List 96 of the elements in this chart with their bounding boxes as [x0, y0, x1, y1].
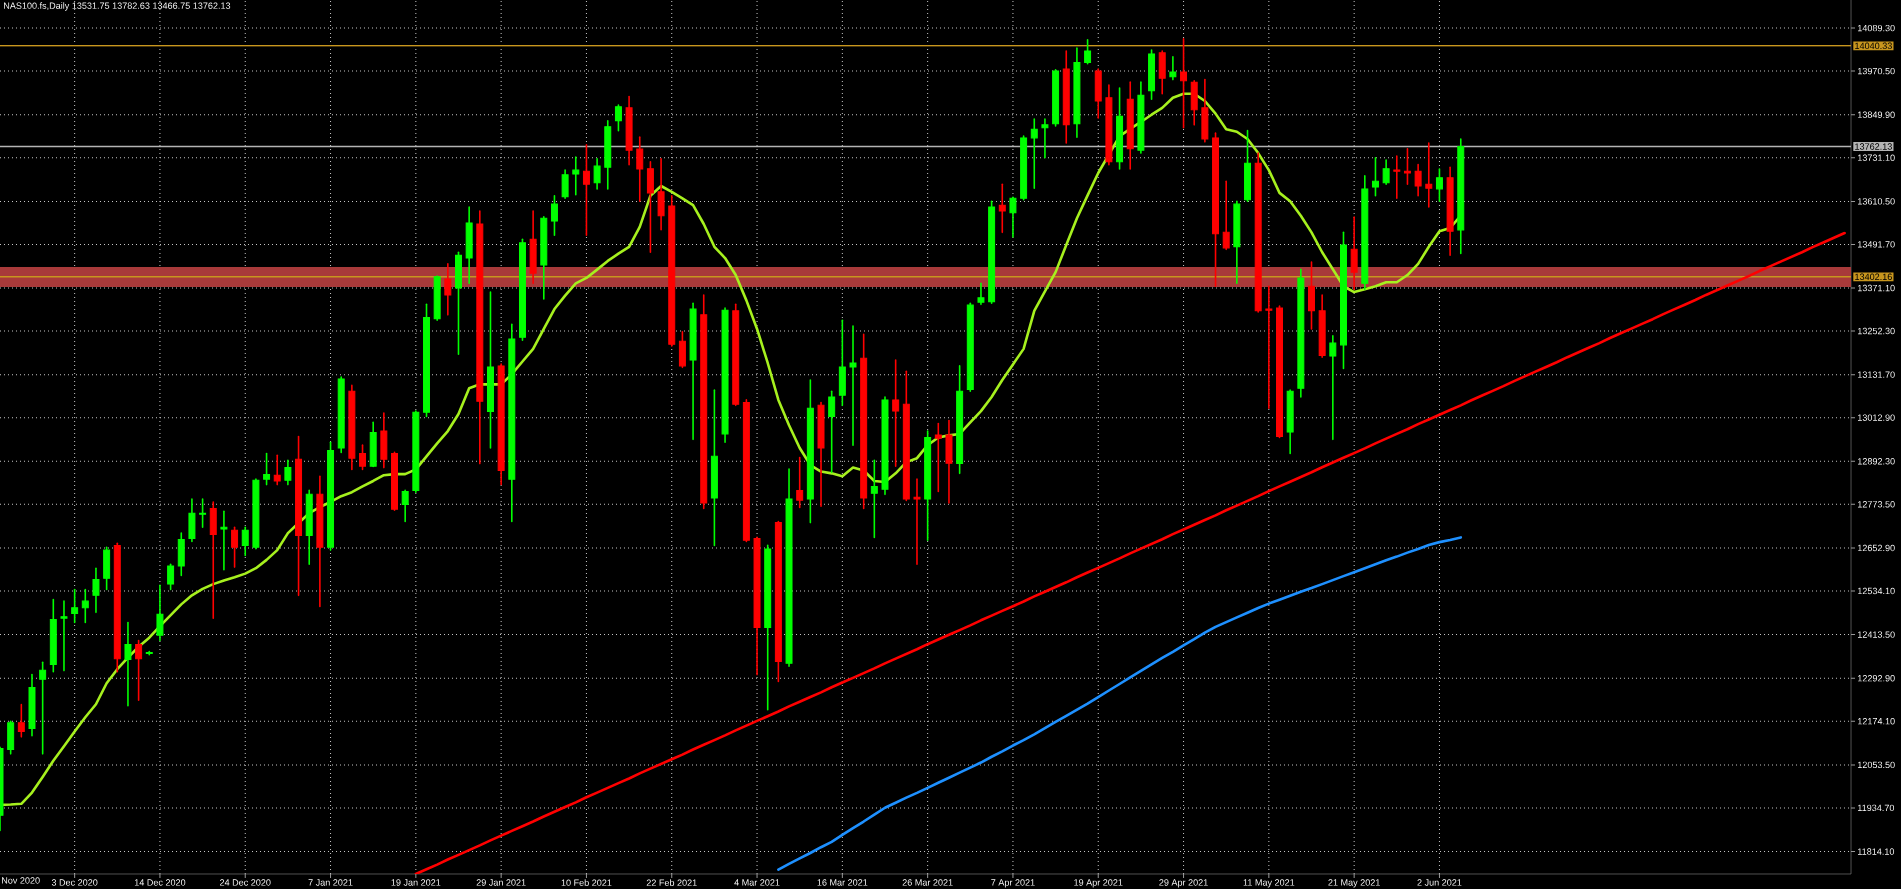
candlestick: [870, 459, 878, 539]
candlestick: [892, 359, 900, 467]
y-tick-label: 12413.50: [1857, 631, 1895, 638]
candlestick: [1329, 335, 1337, 441]
candlestick: [934, 422, 942, 493]
y-tick-label: 13731.10: [1857, 154, 1895, 161]
candlestick: [231, 526, 239, 568]
y-tick-label: 12892.30: [1857, 458, 1895, 465]
text: Nov 2020: [2, 877, 40, 884]
x-tick-label: 3 Dec 2020: [51, 879, 98, 886]
candlestick: [614, 104, 622, 132]
x-tick-label: 16 Mar 2021: [817, 879, 868, 886]
y-tick-label: 12053.50: [1857, 761, 1895, 769]
y-tick-label: 14089.30: [1857, 24, 1895, 32]
y-tick-label: 13849.90: [1857, 111, 1895, 118]
candlestick: [39, 661, 47, 755]
candlestick: [1222, 180, 1230, 251]
y-tick-label: 12292.90: [1857, 675, 1895, 682]
x-tick-label: 19 Jan 2021: [391, 879, 441, 886]
x-tick-label: 4 Mar 2021: [734, 879, 780, 886]
y-tick-label: 12652.90: [1857, 544, 1895, 552]
y-tick-label: 11934.70: [1857, 804, 1895, 812]
candlestick: [284, 459, 292, 486]
candlestick: [124, 621, 132, 707]
candlestick: [71, 588, 79, 624]
chart-title: NAS100.fs,Daily 13531.75 13782.63 13466.75 13762.13: [4, 2, 231, 11]
candlestick: [657, 158, 665, 231]
y-tick-label: 13012.90: [1857, 414, 1895, 421]
x-tick-label: 22 Feb 2021: [646, 879, 697, 886]
x-tick-label: 14 Dec 2020: [134, 879, 186, 886]
candlestick: [1382, 159, 1390, 185]
candlestick: [1030, 118, 1038, 189]
candlestick: [401, 489, 409, 523]
candlestick: [1041, 118, 1049, 159]
candlestick: [998, 183, 1006, 234]
candlestick: [17, 703, 25, 738]
y-tick-label: 12773.50: [1857, 501, 1895, 508]
candlestick: [977, 282, 985, 306]
candlestick: [199, 498, 207, 529]
candlestick: [1435, 168, 1443, 203]
candlestick: [593, 158, 601, 190]
candlestick: [828, 390, 836, 474]
candlestick: [1265, 285, 1273, 410]
y-tick-label: 13131.70: [1857, 371, 1895, 378]
candlestick: [135, 639, 143, 702]
candlestick: [1403, 147, 1411, 185]
y-tick-label: 13371.10: [1857, 284, 1895, 292]
candlestick: [263, 452, 271, 486]
candlestick: [444, 263, 452, 316]
candlestick: [1393, 155, 1401, 200]
candlestick: [241, 526, 249, 557]
x-tick-label: 7 Jan 2021: [308, 879, 353, 886]
x-tick-label: 26 Mar 2021: [902, 879, 953, 886]
x-tick-label: 29 Jan 2021: [476, 879, 526, 886]
candlestick: [849, 325, 857, 446]
candlestick: [1169, 56, 1177, 81]
candlestick: [220, 510, 228, 571]
x-tick-label: 7 Apr 2021: [991, 879, 1035, 888]
x-tick-label: 24 Dec 2020: [219, 879, 271, 886]
x-tick-label: 10 Feb 2021: [561, 879, 612, 886]
candlestick: [636, 136, 644, 203]
candlestick: [156, 584, 164, 642]
candlestick: [167, 563, 175, 591]
candlestick: [1180, 37, 1188, 129]
x-tick-label: 19 Apr 2021: [1074, 879, 1123, 888]
ref-line-label: 13762.13: [1855, 143, 1892, 150]
y-tick-label: 13970.50: [1857, 67, 1895, 75]
candlestick: [796, 456, 804, 509]
ref-line-label: 13402.16: [1855, 273, 1892, 280]
y-tick-label: 12534.10: [1857, 587, 1895, 595]
candlestick: [81, 588, 89, 624]
x-tick-label: 29 Apr 2021: [1159, 879, 1208, 888]
candlestick: [1371, 156, 1379, 197]
y-tick-label: 13610.50: [1857, 198, 1895, 205]
candlestick: [1350, 216, 1358, 290]
candlestick: [1414, 163, 1422, 197]
candlestick: [1425, 142, 1433, 208]
x-tick-label: 21 May 2021: [1328, 879, 1380, 888]
candlestick: [1084, 39, 1092, 65]
candlestick: [550, 194, 558, 237]
y-tick-label: 11814.10: [1857, 848, 1895, 855]
x-tick-label: 11 May 2021: [1243, 879, 1295, 888]
candlestick: [561, 169, 569, 200]
ref-line-label: 14040.33: [1855, 42, 1892, 50]
candlestick: [913, 478, 921, 566]
y-tick-label: 12174.10: [1857, 718, 1895, 725]
y-tick-label: 13252.30: [1857, 327, 1895, 335]
x-tick-label: 2 Jun 2021: [1417, 879, 1462, 886]
candlestick: [92, 567, 100, 614]
candlestick: [582, 143, 590, 237]
candlestick: [359, 444, 367, 471]
candlestick: [572, 156, 580, 196]
candlestick: [60, 600, 68, 672]
y-tick-label: 13491.70: [1857, 241, 1895, 248]
candlestick: [1009, 196, 1017, 238]
candlestick: [273, 454, 281, 486]
